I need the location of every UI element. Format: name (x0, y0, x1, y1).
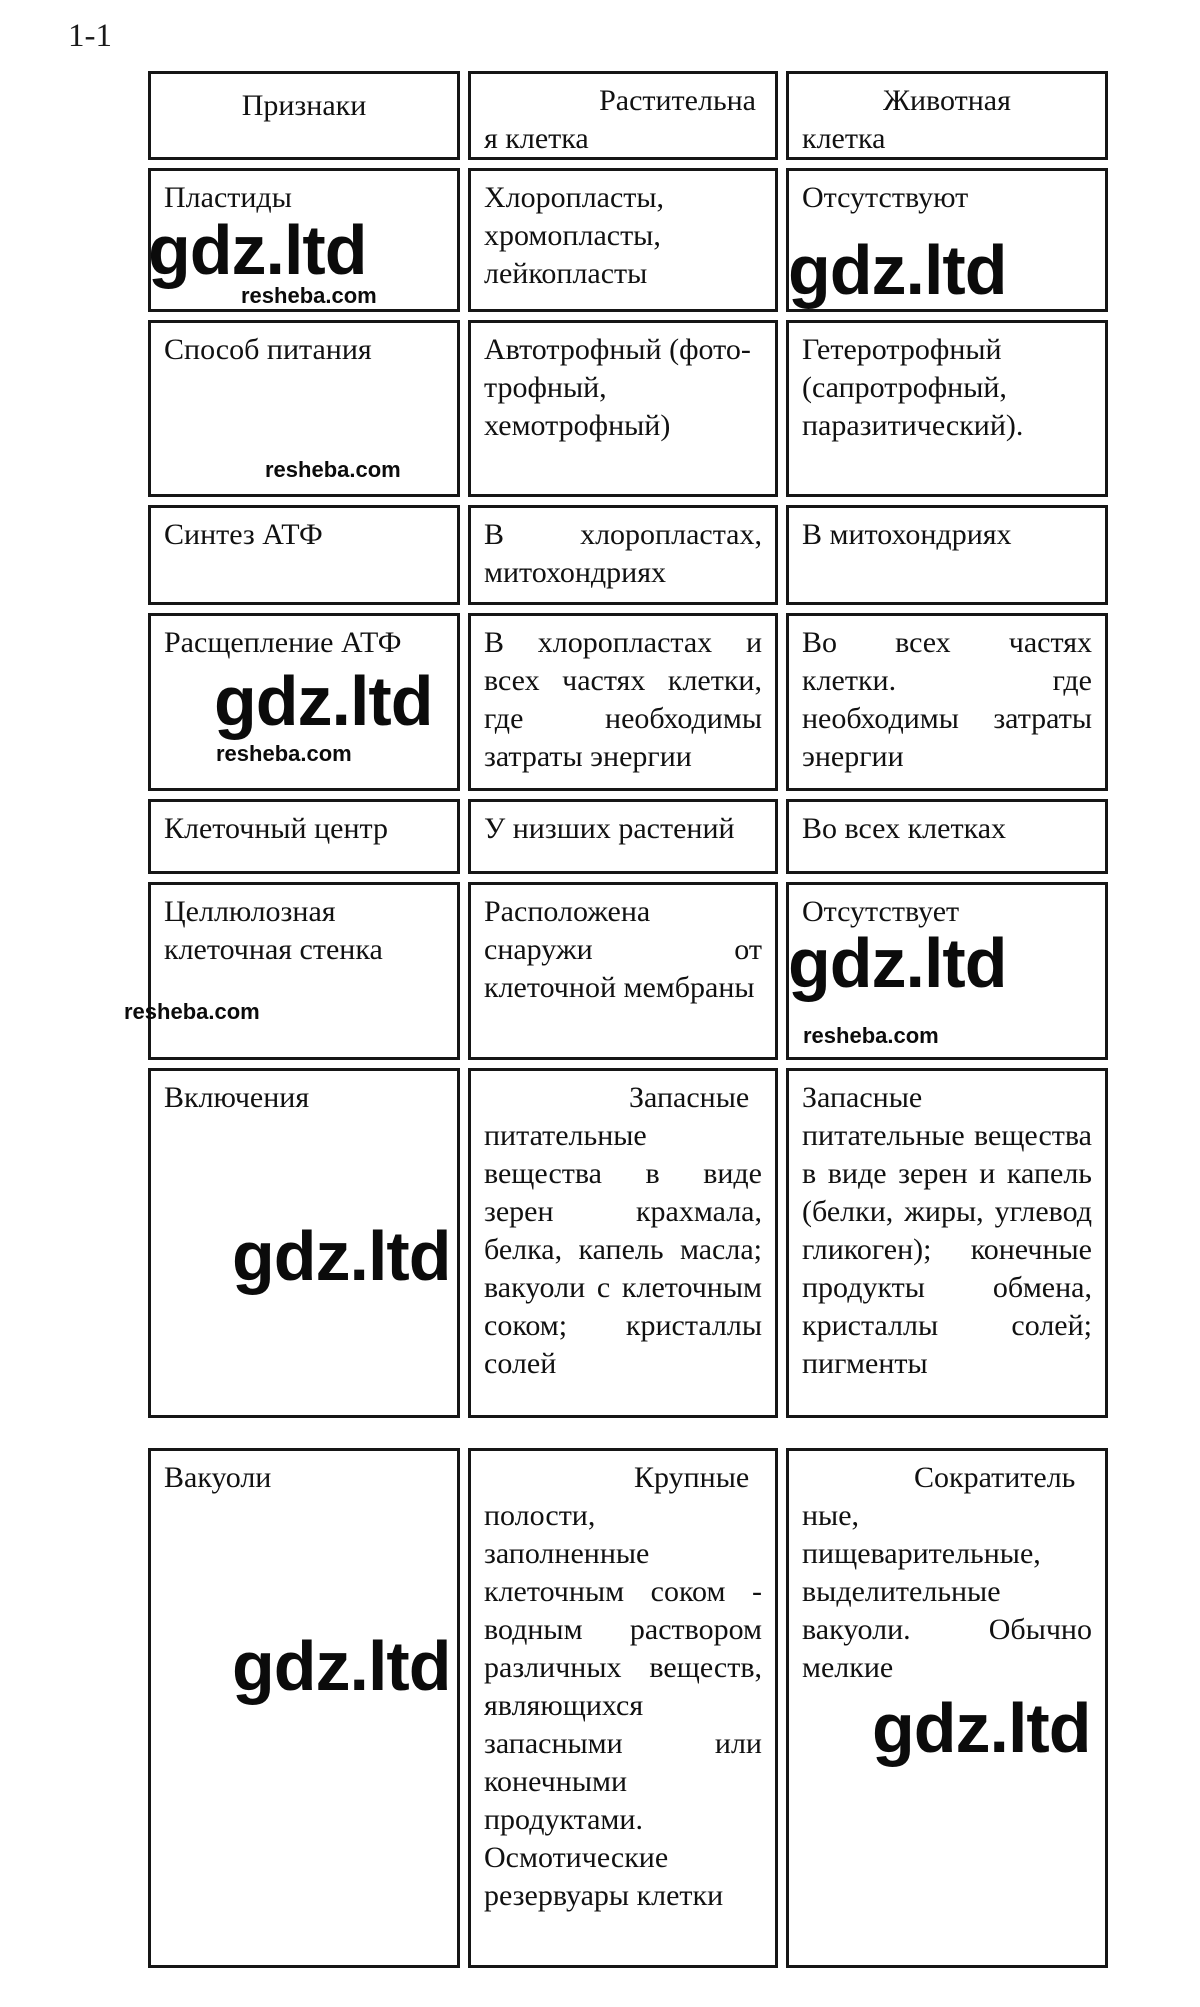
row-atp-breakdown-feature: Расщепление АТФ (148, 613, 460, 791)
resheba-watermark-atp-breakdown: resheba.com (216, 741, 352, 766)
row-plastids-plant: Хлоропласты, хромопласты, лейкопласты (468, 168, 778, 312)
gdz-watermark-cell-wall-animal: gdz.ltd (788, 924, 1007, 1002)
row-plastids-feature: Пластиды (148, 168, 460, 312)
row-inclusions-feature: Включения (148, 1068, 460, 1418)
row-inclusions-animal: Запасные питательные вещества в виде зер… (786, 1068, 1108, 1418)
header-feature: Признаки (148, 71, 460, 160)
resheba-watermark-cell-wall-animal: resheba.com (803, 1023, 939, 1048)
gdz-watermark-plastids-animal: gdz.ltd (788, 231, 1007, 309)
row-cell-center-feature: Клеточный центр (148, 799, 460, 874)
row-cell-center-plant: У низших растений (468, 799, 778, 874)
row-plastids-animal: Отсутствуют (786, 168, 1108, 312)
header-animal-line1: Животная (883, 84, 1011, 117)
row-atp-synthesis-feature: Синтез АТФ (148, 505, 460, 605)
header-animal-line2: клетка (802, 122, 886, 155)
row-vacuoles-feature: Вакуоли (148, 1448, 460, 1968)
row-vacuoles-plant: Крупные полости, заполненные клеточным с… (468, 1448, 778, 1968)
gdz-watermark-atp-breakdown: gdz.ltd (214, 662, 433, 740)
header-plant-cell: Растительна я клетка (468, 71, 778, 160)
gdz-watermark-vacuoles-animal: gdz.ltd (872, 1689, 1091, 1767)
row-cell-wall-feature: Целлюлозная клеточная стенка (148, 882, 460, 1060)
header-plant-line1: Растительна (599, 84, 756, 117)
row-atp-synthesis-plant: В хлоропластах, митохондриях (468, 505, 778, 605)
resheba-watermark-plastids: resheba.com (241, 283, 377, 308)
row-nutrition-feature: Способ питания (148, 320, 460, 497)
row-inclusions-plant: Запасные питательные вещества в виде зер… (468, 1068, 778, 1418)
page-label: 1-1 (68, 18, 112, 54)
row-gap-spacer (148, 1426, 1108, 1440)
resheba-watermark-cell-wall: resheba.com (124, 999, 260, 1024)
gdz-watermark-inclusions: gdz.ltd (232, 1217, 451, 1295)
row-cell-wall-animal: Отсутствует (786, 882, 1108, 1060)
row-cell-wall-plant: Расположена снаружи от клеточной мембран… (468, 882, 778, 1060)
resheba-watermark-nutrition: resheba.com (265, 457, 401, 482)
header-plant-line2: я клетка (484, 122, 589, 155)
row-nutrition-animal: Гетеротрофный (сапротрофный, паразитичес… (786, 320, 1108, 497)
row-atp-breakdown-plant: В хлоропластах и всех частях клетки, где… (468, 613, 778, 791)
gdz-watermark-vacuoles: gdz.ltd (232, 1627, 451, 1705)
row-atp-breakdown-animal: Во всех частях клетки. где необходимы за… (786, 613, 1108, 791)
row-nutrition-plant: Автотрофный (фото-трофный, хемотрофный) (468, 320, 778, 497)
row-atp-synthesis-animal: В митохондриях (786, 505, 1108, 605)
row-cell-center-animal: Во всех клетках (786, 799, 1108, 874)
header-animal-cell: Животная клетка (786, 71, 1108, 160)
row-vacuoles-animal: Сократитель ные, пищеварительные, выдели… (786, 1448, 1108, 1968)
gdz-watermark-plastids: gdz.ltd (148, 211, 367, 289)
comparison-table: Признаки Растительна я клетка Животная к… (124, 71, 1108, 1968)
